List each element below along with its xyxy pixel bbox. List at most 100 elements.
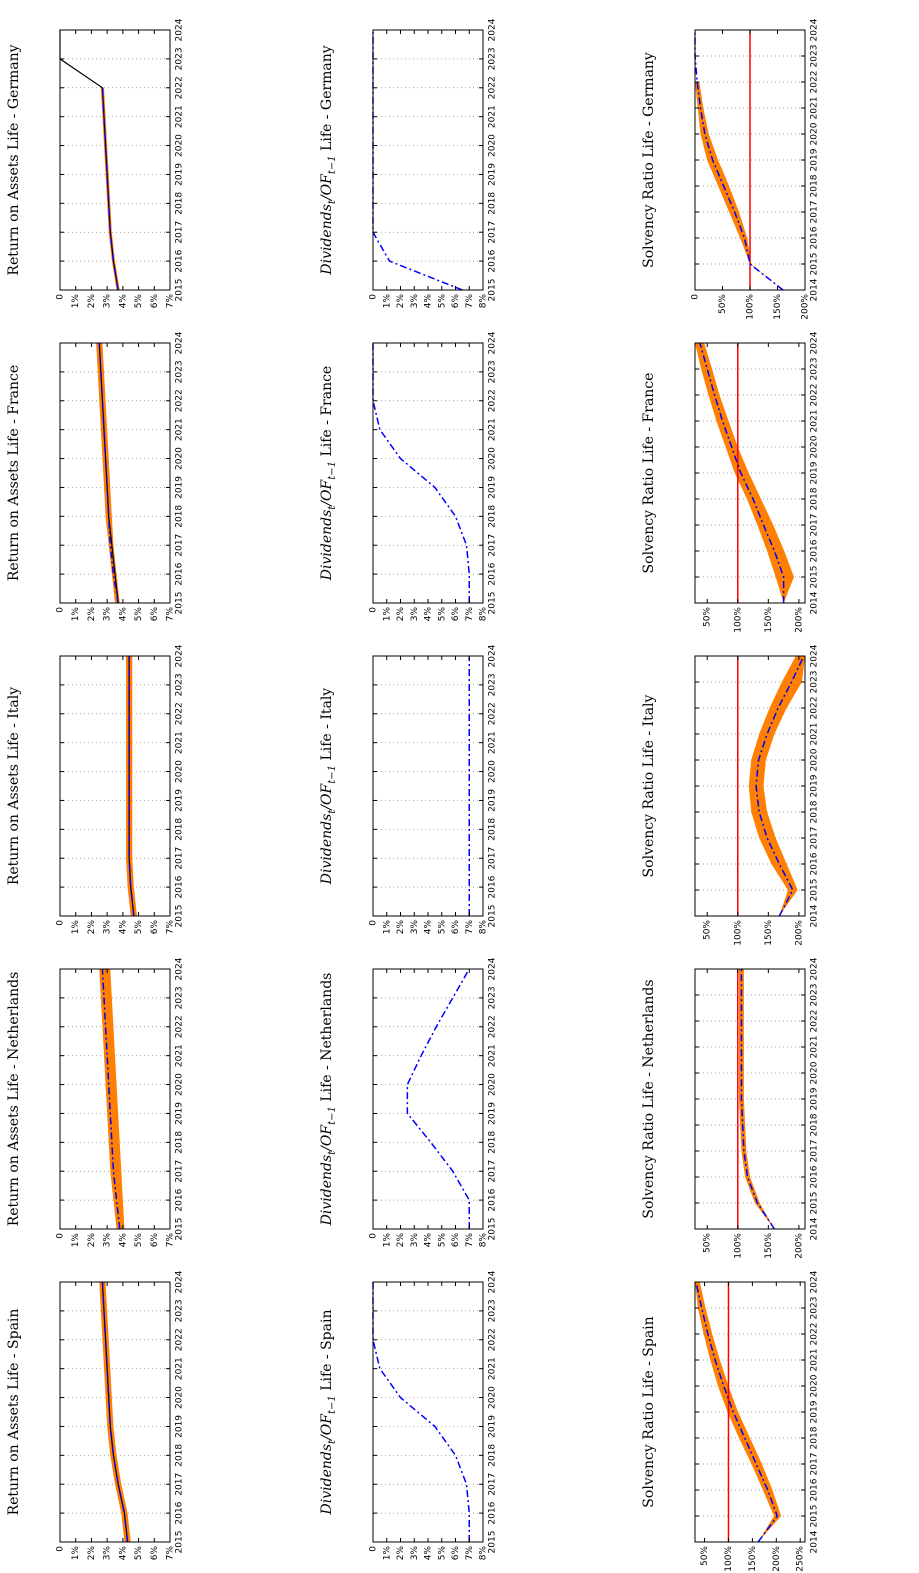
x-tick-label: 2018 bbox=[810, 800, 820, 823]
x-tick-label: 2023 bbox=[810, 45, 820, 68]
x-tick-label: 2022 bbox=[810, 1010, 820, 1033]
y-tick-label: 2% bbox=[87, 1233, 97, 1248]
x-tick-label: 2018 bbox=[810, 1426, 820, 1449]
y-tick-label: 0 bbox=[369, 294, 379, 300]
y-tick-label: 0 bbox=[56, 1233, 66, 1239]
x-tick-label: 2018 bbox=[175, 505, 185, 528]
x-tick-label: 2016 bbox=[488, 1501, 498, 1524]
chart-title: Dividendst/OFt−1 Life - Spain bbox=[319, 1310, 338, 1516]
chart-panel: 2015 2016 2017 2018 2019 2020 2021 2022 2023 2024… bbox=[319, 644, 498, 934]
x-tick-label: 2015 bbox=[488, 1531, 498, 1554]
confidence-band bbox=[126, 656, 137, 916]
x-tick-label: 2020 bbox=[488, 134, 498, 157]
x-tick-label: 2022 bbox=[175, 389, 185, 412]
x-tick-label: 2022 bbox=[810, 1323, 820, 1346]
y-tick-label: 1% bbox=[71, 607, 81, 622]
x-tick-label: 2016 bbox=[175, 875, 185, 898]
x-tick-label: 2023 bbox=[488, 47, 498, 70]
y-tick-label: 1% bbox=[382, 920, 392, 935]
y-tick-label: 200% bbox=[794, 1233, 804, 1259]
x-tick-label: 2024 bbox=[175, 644, 185, 667]
x-tick-label: 2019 bbox=[175, 163, 185, 186]
x-tick-label: 2018 bbox=[810, 487, 820, 510]
y-tick-label: 200% bbox=[794, 607, 804, 633]
y-tick-label: 250% bbox=[796, 1546, 806, 1572]
x-tick-label: 2024 bbox=[175, 18, 185, 41]
y-tick-label: 7% bbox=[465, 920, 475, 935]
x-tick-label: 2021 bbox=[175, 731, 185, 754]
x-tick-label: 2021 bbox=[810, 97, 820, 120]
y-tick-label: 8% bbox=[479, 920, 489, 935]
x-tick-label: 2020 bbox=[175, 760, 185, 783]
y-tick-label: 8% bbox=[479, 607, 489, 622]
x-tick-label: 2018 bbox=[175, 1444, 185, 1467]
chart-panel: 2014 2015 2016 2017 2018 2019 2020 2021 2022 2023… bbox=[641, 957, 820, 1258]
chart-title: Solvency Ratio Life - Spain bbox=[641, 1316, 657, 1507]
x-tick-label: 2019 bbox=[810, 148, 820, 171]
y-tick-label: 100% bbox=[733, 1233, 743, 1259]
x-tick-label: 2023 bbox=[175, 360, 185, 383]
x-tick-label: 2020 bbox=[810, 435, 820, 458]
x-tick-label: 2020 bbox=[488, 760, 498, 783]
x-tick-label: 2021 bbox=[175, 105, 185, 128]
chart-title: Return on Assets Life - Italy bbox=[6, 687, 22, 885]
y-tick-label: 7% bbox=[166, 607, 176, 622]
x-tick-label: 2018 bbox=[488, 1444, 498, 1467]
y-tick-label: 1% bbox=[71, 1233, 81, 1248]
x-tick-label: 2024 bbox=[175, 957, 185, 980]
y-tick-label: 6% bbox=[451, 294, 461, 309]
x-tick-label: 2014 bbox=[810, 1530, 820, 1553]
y-tick-label: 5% bbox=[437, 1546, 447, 1561]
x-tick-label: 2023 bbox=[488, 1299, 498, 1322]
chart-panel: 2015 2016 2017 2018 2019 2020 2021 2022 2023 2024… bbox=[6, 1270, 185, 1560]
x-tick-label: 2022 bbox=[488, 702, 498, 725]
x-tick-label: 2017 bbox=[175, 221, 185, 244]
y-tick-label: 3% bbox=[103, 1233, 113, 1248]
confidence-band bbox=[739, 969, 775, 1229]
y-tick-label: 1% bbox=[382, 1233, 392, 1248]
y-tick-label: 5% bbox=[134, 1546, 144, 1561]
x-tick-label: 2021 bbox=[810, 723, 820, 746]
x-tick-label: 2016 bbox=[810, 226, 820, 249]
x-tick-label: 2016 bbox=[488, 1188, 498, 1211]
y-tick-label: 100% bbox=[733, 920, 743, 946]
x-tick-label: 2016 bbox=[175, 1188, 185, 1211]
median-line bbox=[694, 30, 784, 291]
y-tick-label: 4% bbox=[424, 607, 434, 622]
x-tick-label: 2016 bbox=[810, 852, 820, 875]
x-tick-label: 2015 bbox=[175, 1531, 185, 1554]
x-tick-label: 2015 bbox=[175, 592, 185, 615]
median-line bbox=[372, 343, 470, 603]
x-tick-label: 2021 bbox=[175, 418, 185, 441]
y-tick-label: 6% bbox=[451, 920, 461, 935]
y-tick-label: 6% bbox=[150, 1546, 160, 1561]
chart-title: Dividendst/OFt−1 Life - Italy bbox=[319, 688, 338, 886]
median-line bbox=[101, 968, 121, 1230]
y-tick-label: 6% bbox=[451, 1546, 461, 1561]
y-tick-label: 1% bbox=[382, 607, 392, 622]
y-tick-label: 6% bbox=[451, 1233, 461, 1248]
x-tick-label: 2022 bbox=[175, 1328, 185, 1351]
x-tick-label: 2015 bbox=[488, 279, 498, 302]
y-tick-label: 0 bbox=[369, 920, 379, 926]
x-tick-label: 2018 bbox=[488, 192, 498, 215]
confidence-band bbox=[99, 969, 125, 1229]
x-tick-label: 2020 bbox=[488, 1073, 498, 1096]
x-tick-label: 2021 bbox=[488, 731, 498, 754]
y-tick-label: 0 bbox=[56, 920, 66, 926]
x-tick-label: 2019 bbox=[175, 476, 185, 499]
y-tick-label: 6% bbox=[150, 294, 160, 309]
y-tick-label: 7% bbox=[166, 920, 176, 935]
plot-frame bbox=[372, 342, 484, 604]
x-tick-label: 2016 bbox=[810, 1165, 820, 1188]
chart-panel: 2015 2016 2017 2018 2019 2020 2021 2022 2023 2024… bbox=[319, 1270, 498, 1560]
chart-title: Dividendst/OFt−1 Life - Germany bbox=[319, 45, 338, 275]
y-tick-label: 3% bbox=[410, 607, 420, 622]
x-tick-label: 2021 bbox=[488, 105, 498, 128]
x-tick-label: 2018 bbox=[488, 1131, 498, 1154]
y-tick-label: 150% bbox=[764, 1233, 774, 1259]
median-line bbox=[128, 656, 135, 917]
y-tick-label: 4% bbox=[118, 920, 128, 935]
y-tick-label: 2% bbox=[396, 294, 406, 309]
